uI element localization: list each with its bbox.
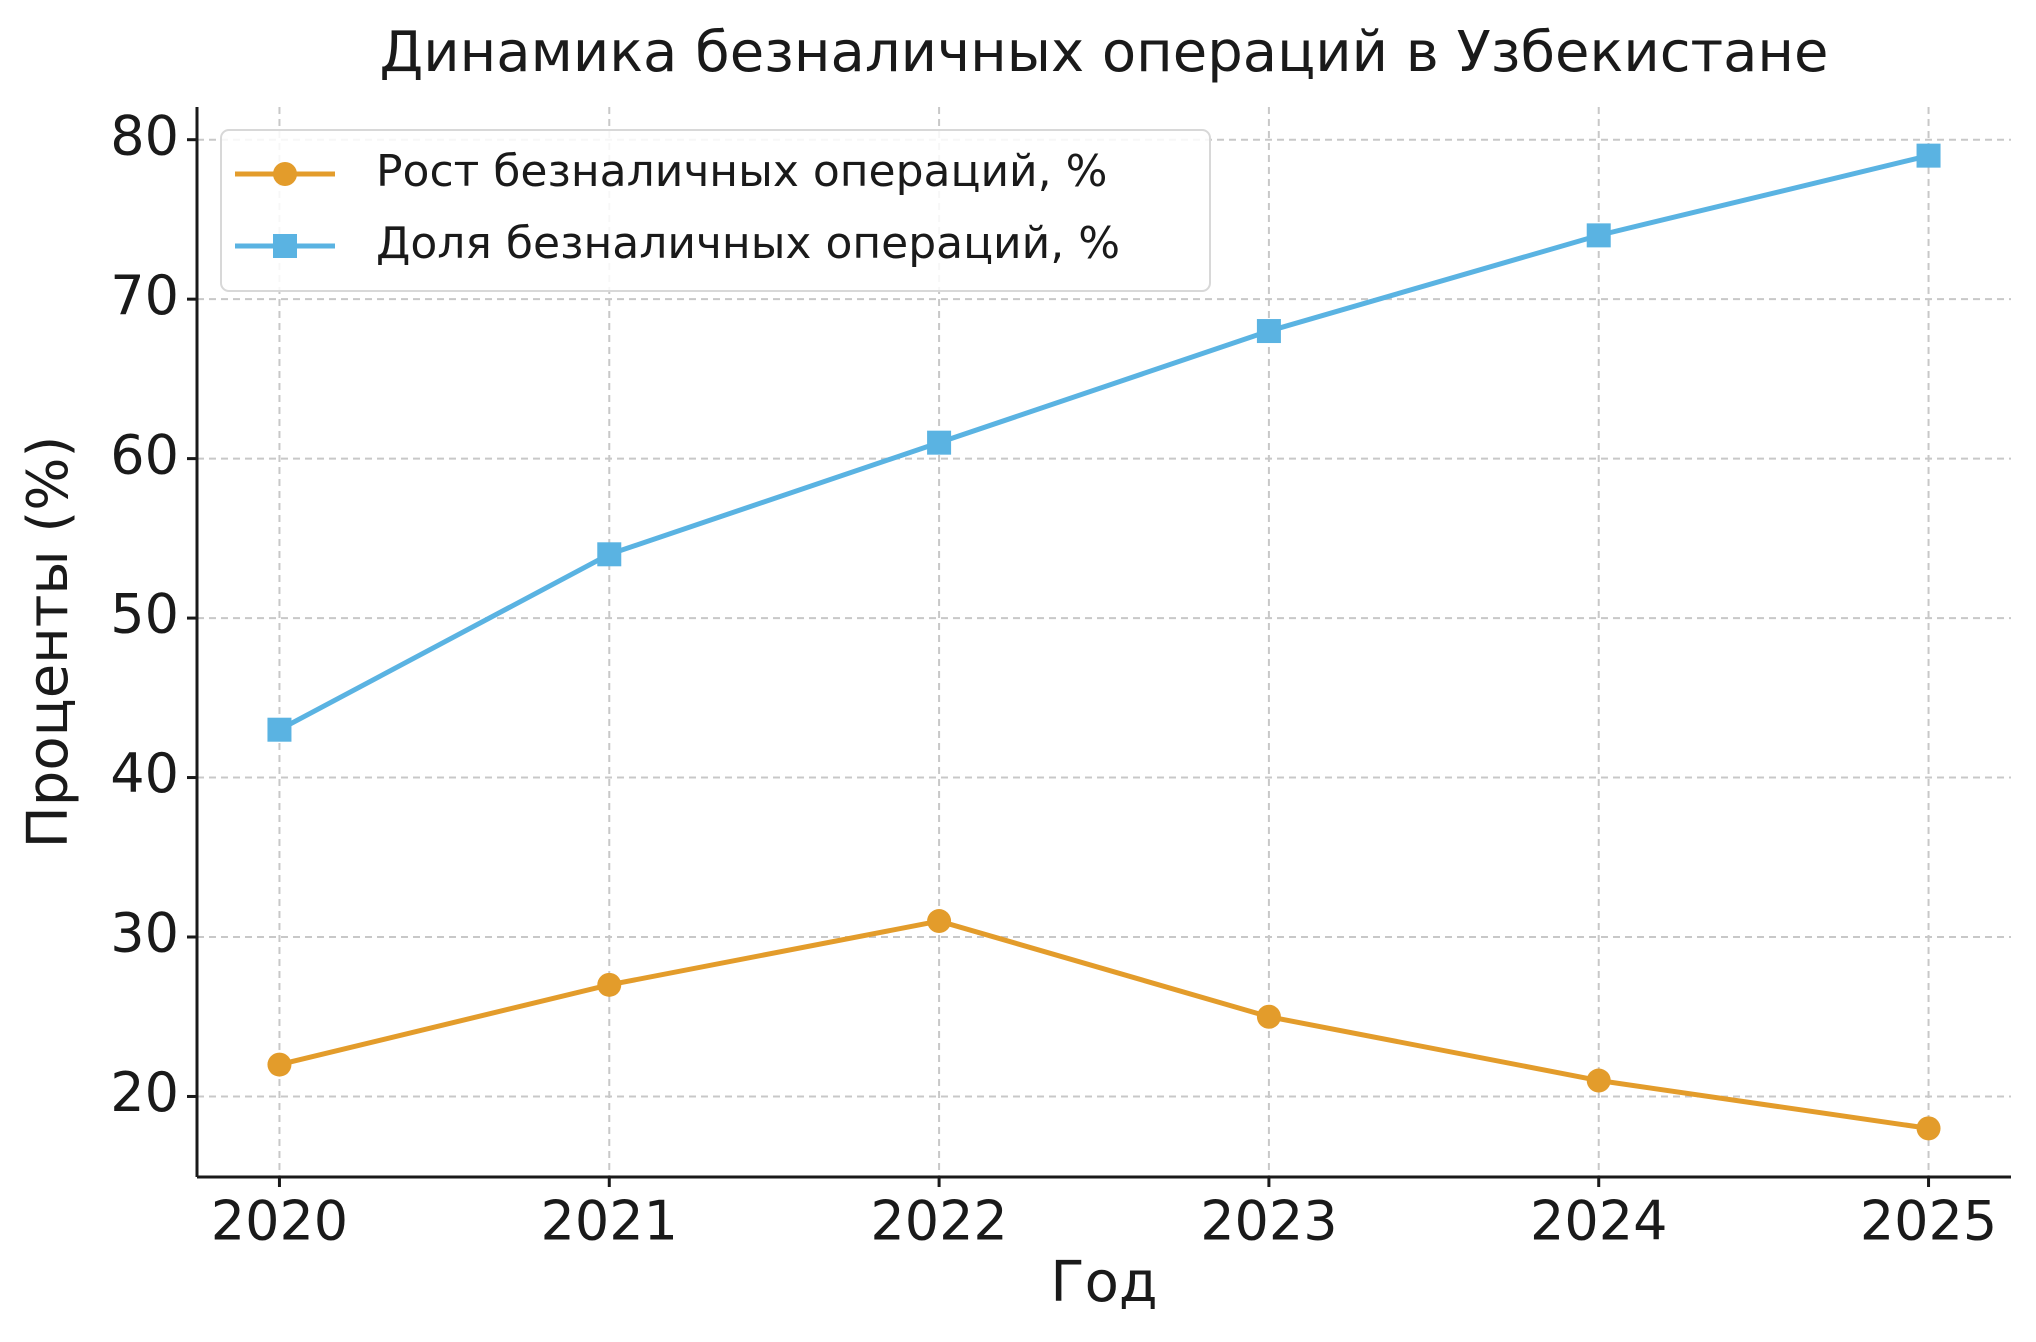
marker bbox=[597, 972, 622, 997]
y-tick-label: 30 bbox=[110, 902, 179, 965]
x-axis-label: Год bbox=[1050, 1250, 1157, 1315]
x-tick-label: 2020 bbox=[211, 1190, 348, 1253]
marker bbox=[267, 1052, 292, 1077]
legend-box bbox=[220, 129, 1211, 292]
y-tick-label: 20 bbox=[110, 1061, 179, 1124]
marker bbox=[927, 430, 952, 455]
marker bbox=[273, 162, 297, 186]
marker bbox=[1916, 143, 1941, 168]
marker bbox=[1256, 319, 1281, 344]
y-tick-label: 80 bbox=[110, 104, 179, 167]
y-tick-label: 50 bbox=[110, 583, 179, 646]
marker bbox=[1256, 1004, 1281, 1029]
marker bbox=[1586, 223, 1611, 248]
marker bbox=[1916, 1116, 1941, 1141]
marker bbox=[597, 542, 622, 567]
y-axis-label: Проценты (%) bbox=[16, 436, 81, 849]
y-tick-label: 70 bbox=[110, 264, 179, 327]
marker bbox=[273, 234, 297, 258]
marker bbox=[267, 717, 292, 742]
x-tick-label: 2025 bbox=[1860, 1190, 1997, 1253]
legend-label: Доля безналичных операций, % bbox=[376, 218, 1120, 269]
x-tick-label: 2022 bbox=[870, 1190, 1007, 1253]
legend-label: Рост безналичных операций, % bbox=[376, 146, 1107, 197]
marker bbox=[927, 909, 952, 934]
series-line bbox=[278, 918, 1929, 1131]
x-tick-label: 2021 bbox=[541, 1190, 678, 1253]
x-tick-label: 2023 bbox=[1200, 1190, 1337, 1253]
marker bbox=[1586, 1068, 1611, 1093]
y-tick-label: 60 bbox=[110, 423, 179, 486]
y-tick-label: 40 bbox=[110, 742, 179, 805]
x-tick-label: 2024 bbox=[1530, 1190, 1667, 1253]
series-line bbox=[278, 153, 1930, 732]
chart-title: Динамика безналичных операций в Узбекист… bbox=[380, 20, 1829, 85]
